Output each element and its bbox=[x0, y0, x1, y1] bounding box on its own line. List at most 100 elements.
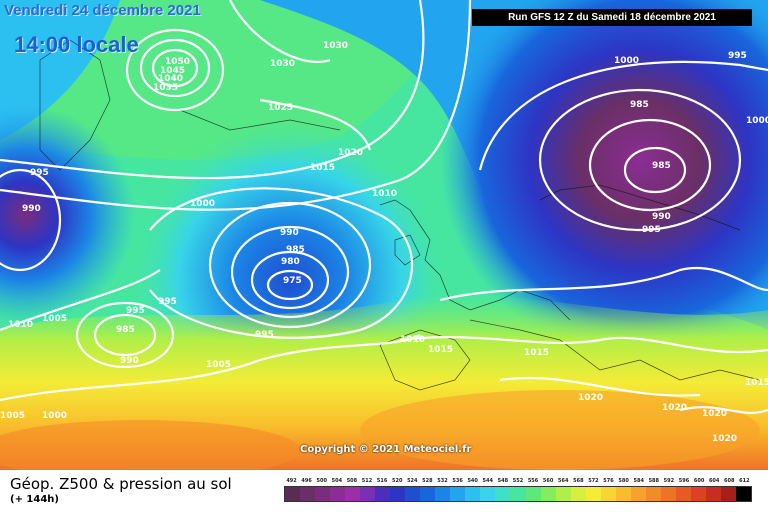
isobar-label: 1050 bbox=[165, 57, 190, 67]
scale-tick-label: 508 bbox=[346, 478, 358, 484]
isobar-labels: 1050 1045 1040 1035 1030 1030 1025 1020 … bbox=[0, 41, 768, 444]
isobar-label: 1045 bbox=[160, 66, 185, 76]
scale-tick-label: 584 bbox=[633, 478, 644, 484]
scale-tick-label: 520 bbox=[391, 478, 403, 484]
isobar-label: 1035 bbox=[153, 83, 178, 93]
scale-tick-label: 528 bbox=[422, 478, 433, 484]
scale-tick-label: 608 bbox=[724, 478, 735, 484]
scale-swatch bbox=[285, 487, 301, 501]
isobar-label: 1015 bbox=[310, 163, 335, 173]
scale-tick-label: 572 bbox=[588, 478, 599, 484]
scale-swatch bbox=[360, 487, 376, 501]
isobar-label: 975 bbox=[283, 276, 302, 286]
scale-tick-label: 548 bbox=[497, 478, 509, 484]
scale-tick-label: 604 bbox=[708, 478, 720, 484]
isobar-label: 1020 bbox=[662, 403, 687, 413]
isobar-label: 990 bbox=[22, 204, 41, 214]
scale-swatch bbox=[375, 487, 391, 501]
scale-swatch bbox=[405, 487, 421, 501]
scale-swatch bbox=[495, 487, 511, 501]
scale-tick-label: 492 bbox=[286, 478, 297, 484]
scale-swatch bbox=[465, 487, 481, 501]
model-run-label: Run GFS 12 Z du Samedi 18 décembre 2021 bbox=[472, 9, 752, 26]
scale-tick-label: 560 bbox=[542, 478, 554, 484]
scale-swatch bbox=[600, 487, 616, 501]
scale-swatch bbox=[540, 487, 556, 501]
scale-tick-label: 496 bbox=[301, 478, 312, 484]
scale-swatch bbox=[570, 487, 586, 501]
scale-tick-label: 580 bbox=[618, 478, 629, 484]
scale-tick-label: 524 bbox=[407, 478, 418, 484]
scale-swatch bbox=[420, 487, 436, 501]
scale-swatch bbox=[645, 487, 661, 501]
scale-swatch bbox=[630, 487, 646, 501]
isobar-label: 1000 bbox=[190, 199, 215, 209]
scale-swatch bbox=[615, 487, 631, 501]
isobar-label: 995 bbox=[728, 51, 747, 61]
isobar-label: 1020 bbox=[578, 393, 603, 403]
color-scale: 492 496 500 504 508 512 516 520 524 528 532 536 540 5… bbox=[284, 478, 752, 502]
isobar-label: 995 bbox=[126, 306, 145, 316]
isobar-label: 1010 bbox=[400, 335, 425, 345]
isobar-label: 1030 bbox=[323, 41, 348, 51]
isobar-label: 1030 bbox=[270, 59, 295, 69]
isobar-label: 1025 bbox=[268, 103, 293, 113]
isobar-label: 1010 bbox=[8, 320, 33, 330]
scale-swatch bbox=[720, 487, 736, 501]
isobar-label: 1000 bbox=[746, 116, 768, 126]
isobar-label: 1005 bbox=[42, 314, 67, 324]
scale-swatch bbox=[675, 487, 691, 501]
isobar-label: 995 bbox=[30, 168, 49, 178]
scale-swatch bbox=[300, 487, 316, 501]
legend-title: Géop. Z500 & pression au sol bbox=[10, 475, 232, 493]
scale-swatch bbox=[390, 487, 406, 501]
scale-swatch bbox=[330, 487, 346, 501]
isobar-label: 1010 bbox=[372, 189, 397, 199]
scale-swatch bbox=[705, 487, 721, 501]
isobar-label: 1015 bbox=[524, 348, 549, 358]
scale-tick-label: 596 bbox=[678, 478, 690, 484]
scale-tick-label: 592 bbox=[663, 478, 675, 484]
color-scale-bar bbox=[284, 486, 752, 502]
legend-subtitle: (+ 144h) bbox=[10, 494, 59, 505]
isobar-label: 995 bbox=[255, 330, 274, 340]
scale-tick-label: 536 bbox=[452, 478, 463, 484]
scale-swatch bbox=[735, 487, 751, 501]
scale-tick-label: 552 bbox=[512, 478, 524, 484]
isobar-label: 985 bbox=[116, 325, 135, 335]
scale-tick-label: 576 bbox=[603, 478, 614, 484]
scale-tick-label: 544 bbox=[482, 478, 493, 484]
isobar-label: 980 bbox=[281, 257, 300, 267]
scale-tick-label: 540 bbox=[467, 478, 478, 484]
isobar-label: 985 bbox=[652, 161, 671, 171]
scale-swatch bbox=[555, 487, 571, 501]
scale-swatch bbox=[345, 487, 361, 501]
scale-swatch bbox=[435, 487, 451, 501]
scale-tick-label: 564 bbox=[558, 478, 569, 484]
scale-tick-label: 612 bbox=[739, 478, 750, 484]
scale-tick-label: 600 bbox=[693, 478, 705, 484]
isobar-label: 1020 bbox=[712, 434, 737, 444]
isobar-label: 995 bbox=[642, 225, 661, 235]
scale-swatch bbox=[450, 487, 466, 501]
scale-tick-label: 504 bbox=[331, 478, 343, 484]
isobar-label: 1000 bbox=[614, 56, 639, 66]
copyright-text: Copyright © 2021 Meteociel.fr bbox=[300, 444, 472, 455]
isobar-label: 1020 bbox=[338, 148, 363, 158]
color-scale-labels: 492 496 500 504 508 512 516 520 524 528 532 536 540 5… bbox=[284, 478, 752, 484]
scale-tick-label: 512 bbox=[361, 478, 373, 484]
legend-footer: Géop. Z500 & pression au sol (+ 144h) 49… bbox=[0, 470, 768, 512]
scale-tick-label: 588 bbox=[648, 478, 660, 484]
isobar-label: 1020 bbox=[702, 409, 727, 419]
isobar-label: 995 bbox=[158, 297, 177, 307]
isobar-label: 990 bbox=[280, 228, 299, 238]
isobar-label: 985 bbox=[286, 245, 305, 255]
scale-tick-label: 500 bbox=[316, 478, 327, 484]
scale-swatch bbox=[315, 487, 331, 501]
isobar-label: 1040 bbox=[158, 74, 183, 84]
weather-map: 1050 1045 1040 1035 1030 1030 1025 1020 … bbox=[0, 0, 768, 470]
isobar-label: 1005 bbox=[206, 360, 231, 370]
isobar-label: 990 bbox=[652, 212, 671, 222]
isobar-label: 1000 bbox=[42, 411, 67, 421]
isobar-label: 1015 bbox=[745, 378, 768, 388]
